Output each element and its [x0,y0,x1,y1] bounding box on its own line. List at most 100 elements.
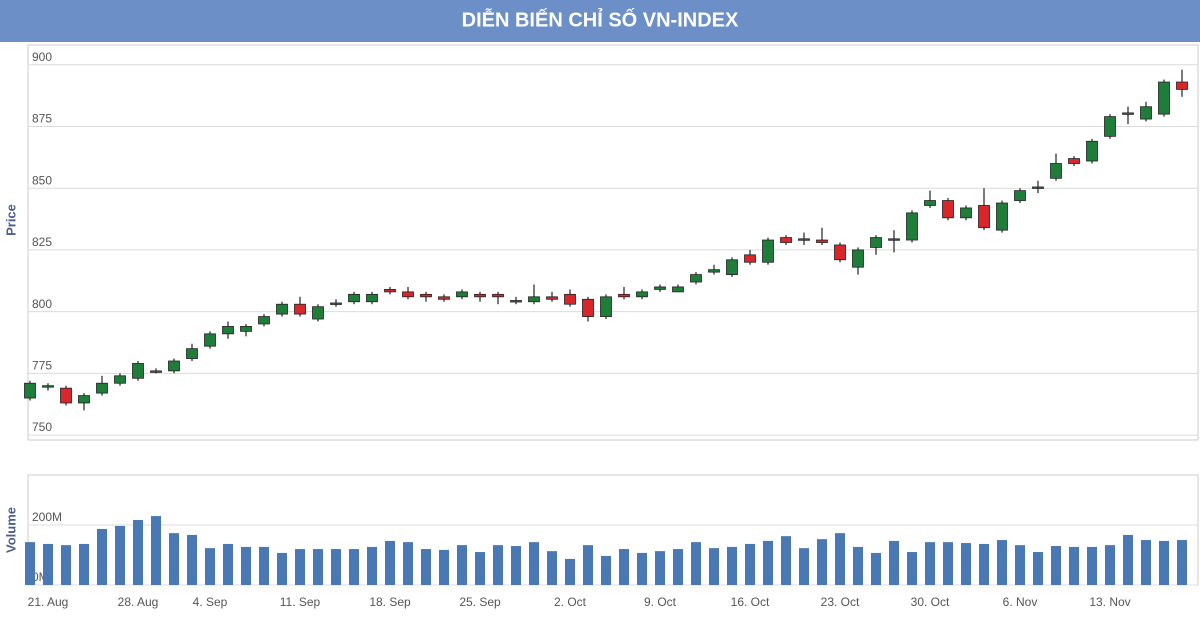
candle-body [168,360,180,372]
candle-body [654,286,666,290]
candle-body [312,306,324,320]
volume-bar [115,525,125,585]
volume-bar [241,546,251,585]
y-tick-label: 900 [32,50,52,64]
volume-bar [457,545,467,585]
candle-body [456,291,468,298]
candle-body [402,291,414,298]
candle-body [438,296,450,300]
candle-body [78,395,90,404]
candle-body [240,326,252,332]
volume-bar [223,543,233,585]
candle-body [114,375,126,384]
candle-body [780,237,792,243]
candle-body [222,326,234,335]
volume-bar [1123,534,1133,585]
volume-bar [79,543,89,585]
volume-bar [97,528,107,585]
candle-body [330,302,342,305]
x-tick-label: 11. Sep [280,595,321,609]
volume-bar [421,549,431,585]
candle-body [24,382,36,399]
volume-bar [187,534,197,585]
candle-body [726,259,738,275]
volume-bar [583,545,593,585]
volume-bar [259,546,269,585]
candle-body [852,249,864,268]
volume-bar [169,533,179,585]
candle-body [690,274,702,283]
volume-bar [781,536,791,585]
candle-body [1104,116,1116,137]
y-tick-label: 800 [32,297,52,311]
candle-body [1140,106,1152,120]
volume-bar [853,546,863,585]
x-tick-label: 23. Oct [821,595,860,609]
x-tick-label: 28. Aug [118,595,159,609]
volume-bar [709,548,719,585]
chart-title: DIỄN BIẾN CHỈ SỐ VN-INDEX [462,7,739,31]
volume-bar [403,542,413,585]
y-tick-label: 775 [32,359,52,373]
candle-body [1032,186,1044,189]
volume-bar [61,545,71,585]
y-tick-label: 825 [32,235,52,249]
candle-body [204,333,216,347]
volume-bar [151,516,161,585]
volume-bar [799,548,809,585]
candle-body [762,239,774,263]
volume-tick-label: 200M [32,510,62,524]
x-tick-label: 21. Aug [28,595,69,609]
x-tick-label: 6. Nov [1003,595,1038,609]
volume-bar [565,558,575,585]
candle-body [528,296,540,303]
volume-bar [763,540,773,585]
volume-bar [295,549,305,585]
volume-bar [331,549,341,585]
candle-body [870,237,882,248]
volume-bar [655,551,665,585]
volume-bar [889,540,899,585]
x-tick-label: 18. Sep [369,595,411,609]
volume-bar [1069,546,1079,585]
volume-bar [511,546,521,585]
candle-body [960,207,972,219]
volume-bar [997,540,1007,585]
volume-bar [385,540,395,585]
volume-bar [637,552,647,585]
volume-bar [691,542,701,585]
candle-body [1122,112,1134,115]
price-panel [27,44,1199,441]
volume-bar [1051,546,1061,585]
volume-bar [1141,540,1151,585]
candle-body [546,296,558,300]
y-tick-label: 850 [32,173,52,187]
candle-body [132,363,144,379]
candle-body [348,293,360,303]
volume-bar [205,548,215,585]
candle-body [978,205,990,229]
candle-body [1158,81,1170,115]
candle-body [420,293,432,298]
x-tick-label: 30. Oct [911,595,950,609]
candle-body [834,244,846,261]
candle-body [564,293,576,305]
x-tick-label: 25. Sep [459,595,501,609]
volume-bar [1087,546,1097,585]
volume-bar [439,549,449,585]
candle-body [150,370,162,373]
candle-body [672,286,684,293]
volume-axis-label: Volume [3,507,18,553]
volume-bar [1015,545,1025,585]
volume-bar [313,549,323,585]
volume-bar [907,552,917,585]
candle-body [906,212,918,241]
x-tick-label: 16. Oct [731,595,770,609]
candle-body [888,238,900,241]
volume-bar [1159,540,1169,585]
candle-body [276,303,288,315]
x-tick-label: 4. Sep [193,595,228,609]
candle-body [708,269,720,273]
candle-body [42,385,54,388]
